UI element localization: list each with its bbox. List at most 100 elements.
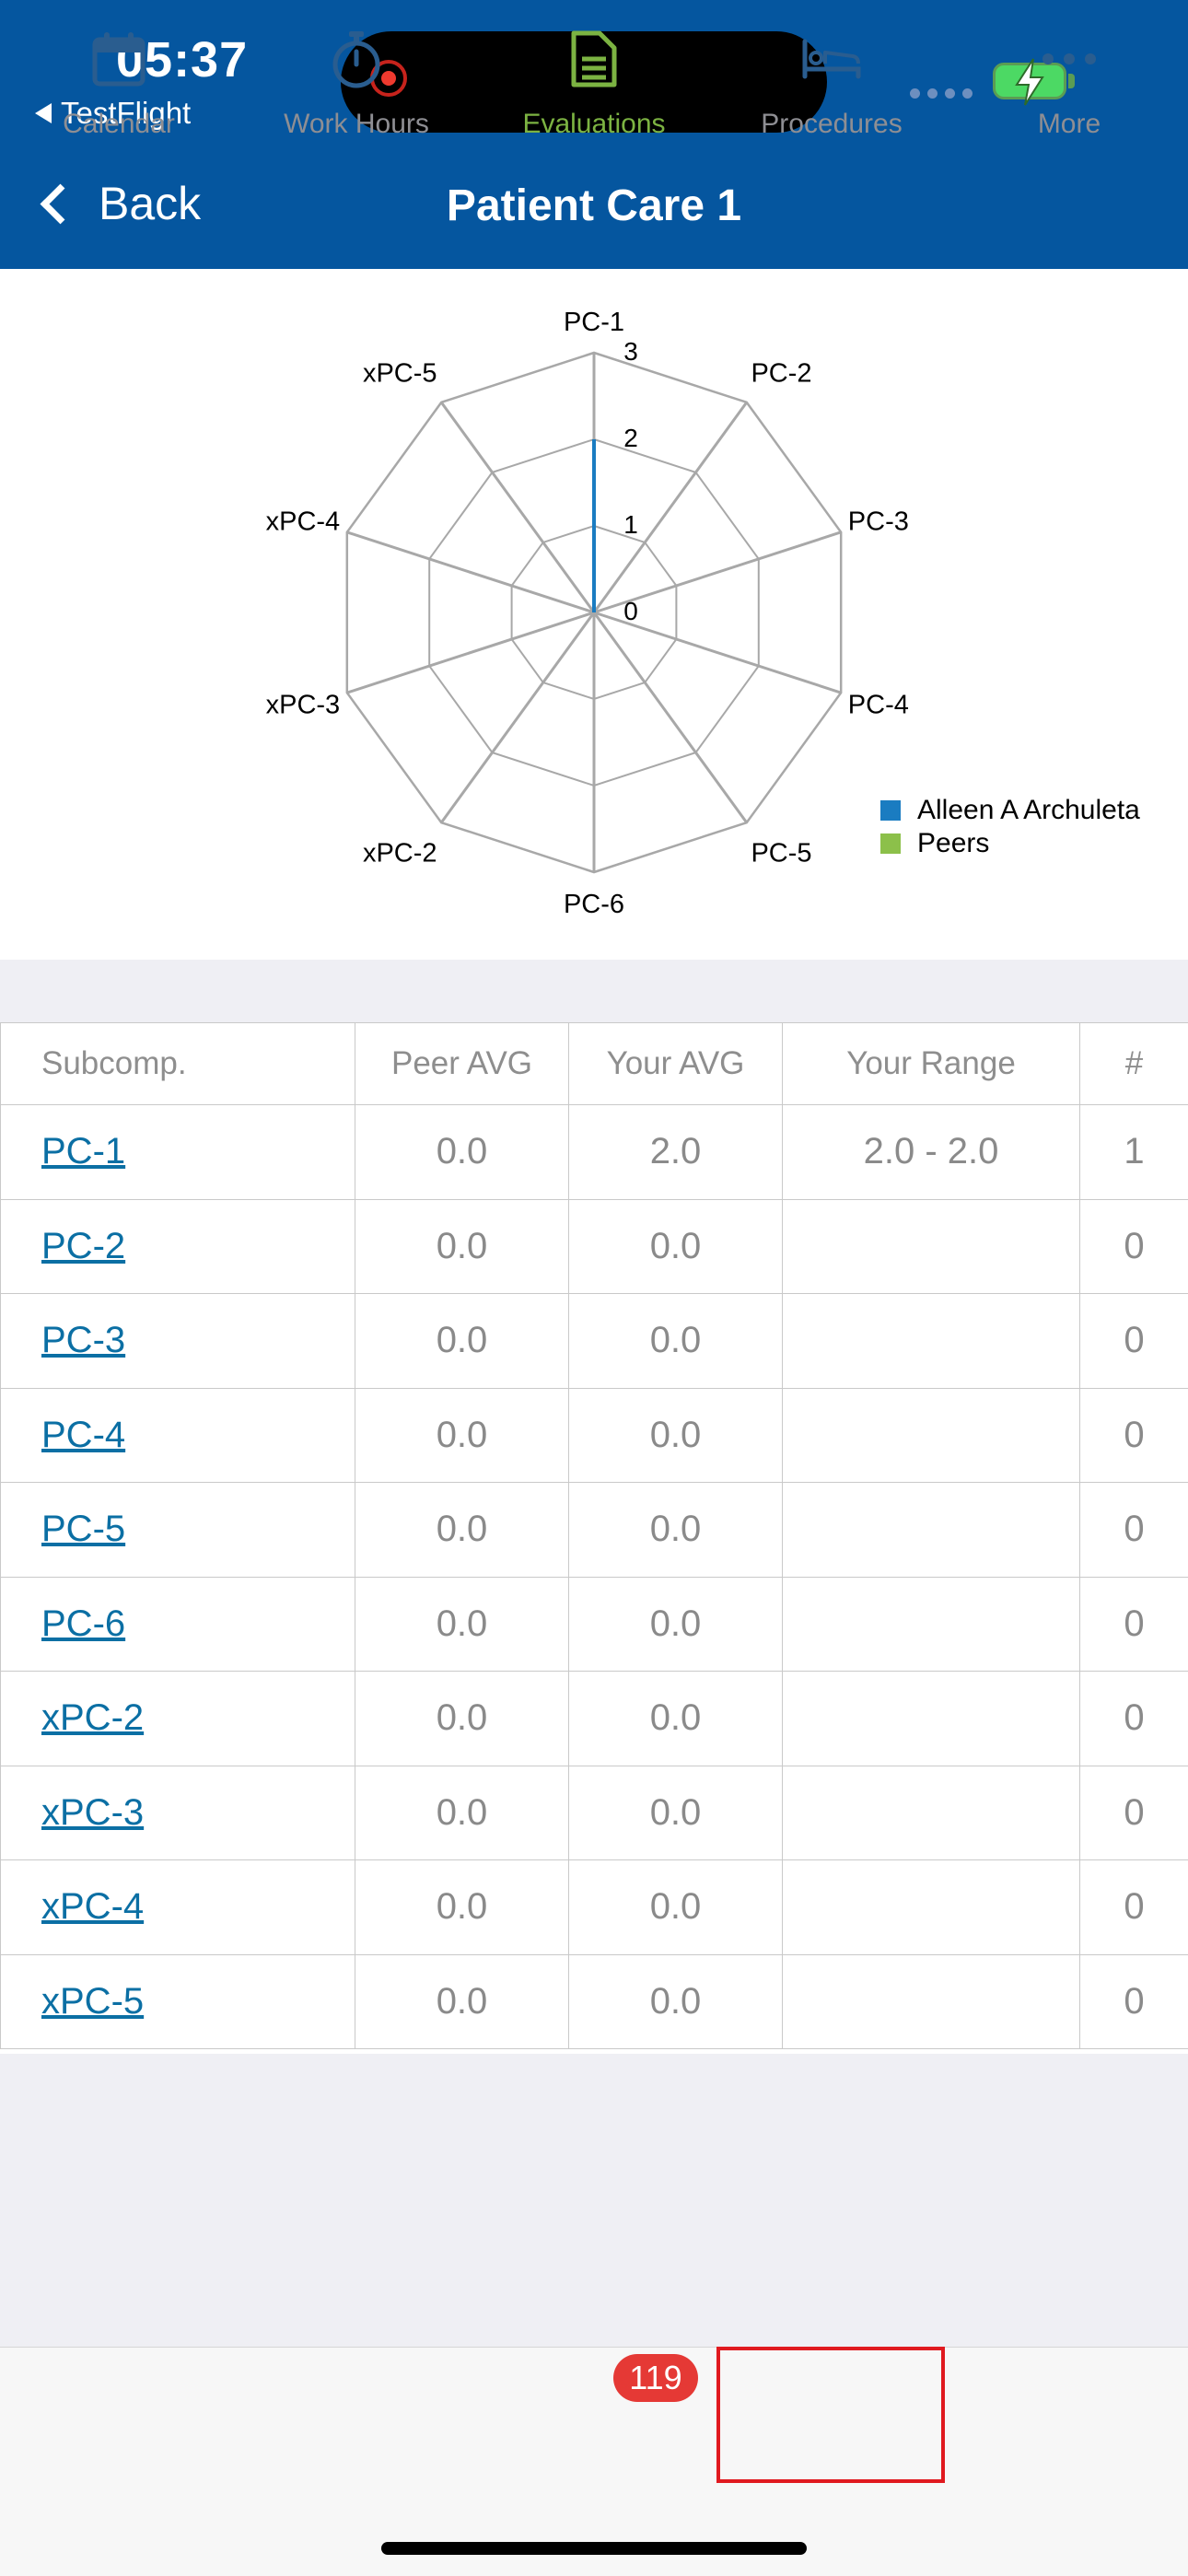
subcomp-link[interactable]: xPC-2 — [41, 1697, 144, 1738]
cell-subcomp: xPC-2 — [1, 1672, 355, 1766]
axis-label: PC-4 — [848, 691, 909, 720]
procedures-highlight-box — [716, 2347, 945, 2483]
cell-count: 0 — [1080, 1672, 1188, 1766]
cell-your-range — [783, 1954, 1080, 2049]
cell-your-avg: 0.0 — [569, 1766, 783, 1860]
cell-subcomp: PC-2 — [1, 1199, 355, 1294]
calendar-icon — [91, 30, 146, 87]
cell-your-range — [783, 1199, 1080, 1294]
scale-tick-label: 1 — [623, 510, 638, 539]
cell-subcomp: PC-6 — [1, 1577, 355, 1672]
cell-count: 0 — [1080, 1766, 1188, 1860]
cell-peer-avg: 0.0 — [355, 1483, 569, 1578]
home-indicator[interactable] — [381, 2542, 807, 2555]
legend-label-user: Alleen A Archuleta — [917, 795, 1140, 826]
cell-subcomp: PC-4 — [1, 1388, 355, 1483]
cell-your-avg: 0.0 — [569, 1577, 783, 1672]
cell-peer-avg: 0.0 — [355, 1860, 569, 1955]
scale-tick-label: 3 — [623, 337, 638, 366]
scale-tick-label: 2 — [623, 424, 638, 452]
cell-peer-avg: 0.0 — [355, 1105, 569, 1200]
tab-calendar[interactable]: Calendar — [0, 22, 238, 140]
subcomp-link[interactable]: PC-2 — [41, 1226, 125, 1266]
document-icon — [570, 29, 618, 88]
legend-label-peers: Peers — [917, 828, 989, 859]
evaluations-badge: 119 — [613, 2354, 698, 2402]
cell-your-avg: 0.0 — [569, 1294, 783, 1389]
cell-count: 0 — [1080, 1199, 1188, 1294]
axis-label: PC-1 — [564, 308, 624, 337]
cell-your-avg: 0.0 — [569, 1199, 783, 1294]
axis-label: xPC-5 — [363, 358, 437, 388]
header-peer-avg: Peer AVG — [355, 1023, 569, 1105]
tab-evaluations[interactable]: Evaluations — [475, 22, 713, 140]
tab-more[interactable]: More — [950, 22, 1188, 140]
cell-count: 0 — [1080, 1388, 1188, 1483]
subcomp-link[interactable]: PC-6 — [41, 1603, 125, 1644]
cell-your-range — [783, 1388, 1080, 1483]
grid-spoke — [594, 612, 747, 822]
header-count: # — [1080, 1023, 1188, 1105]
tab-more-label: More — [950, 109, 1188, 140]
subcomp-link[interactable]: PC-1 — [41, 1131, 125, 1171]
axis-label: PC-6 — [564, 890, 624, 919]
axis-label: xPC-3 — [266, 691, 341, 720]
cell-subcomp: PC-1 — [1, 1105, 355, 1200]
cell-your-range: 2.0 - 2.0 — [783, 1105, 1080, 1200]
header-your-range: Your Range — [783, 1023, 1080, 1105]
cell-subcomp: xPC-3 — [1, 1766, 355, 1860]
cell-your-avg: 0.0 — [569, 1860, 783, 1955]
cell-your-avg: 0.0 — [569, 1672, 783, 1766]
cell-subcomp: xPC-4 — [1, 1860, 355, 1955]
axis-label: PC-3 — [848, 507, 909, 536]
subcomp-link[interactable]: xPC-4 — [41, 1886, 144, 1927]
chart-legend: Alleen A Archuleta Peers — [880, 794, 1140, 860]
grid-spoke — [441, 612, 594, 822]
subcomp-link[interactable]: xPC-3 — [41, 1792, 144, 1833]
cell-peer-avg: 0.0 — [355, 1672, 569, 1766]
cell-subcomp: xPC-5 — [1, 1954, 355, 2049]
cell-your-avg: 0.0 — [569, 1954, 783, 2049]
bed-icon — [801, 36, 862, 82]
cell-count: 0 — [1080, 1577, 1188, 1672]
grid-spoke — [347, 612, 594, 693]
legend-item-user: Alleen A Archuleta — [880, 794, 1140, 827]
cell-peer-avg: 0.0 — [355, 1294, 569, 1389]
table-header-row: Subcomp. Peer AVG Your AVG Your Range # — [1, 1023, 1188, 1105]
tab-evaluations-label: Evaluations — [475, 109, 713, 140]
subcomp-link[interactable]: PC-5 — [41, 1509, 125, 1549]
stopwatch-icon — [329, 29, 384, 88]
cell-your-range — [783, 1766, 1080, 1860]
cell-count: 0 — [1080, 1860, 1188, 1955]
page-title: Patient Care 1 — [0, 181, 1188, 231]
cell-your-range — [783, 1577, 1080, 1672]
grid-spoke — [441, 402, 594, 612]
cell-count: 0 — [1080, 1954, 1188, 2049]
tab-work-hours[interactable]: Work Hours — [238, 22, 475, 140]
cell-count: 0 — [1080, 1483, 1188, 1578]
more-icon — [1041, 52, 1098, 66]
axis-label: PC-5 — [751, 839, 811, 868]
cell-subcomp: PC-5 — [1, 1483, 355, 1578]
cell-peer-avg: 0.0 — [355, 1577, 569, 1672]
subcomp-link[interactable]: xPC-5 — [41, 1981, 144, 2022]
subcomp-link[interactable]: PC-3 — [41, 1320, 125, 1360]
cell-peer-avg: 0.0 — [355, 1766, 569, 1860]
tab-procedures[interactable]: Procedures — [713, 22, 950, 140]
cell-subcomp: PC-3 — [1, 1294, 355, 1389]
tab-calendar-label: Calendar — [0, 109, 238, 140]
grid-spoke — [347, 532, 594, 612]
cell-your-range — [783, 1860, 1080, 1955]
tab-procedures-label: Procedures — [713, 109, 950, 140]
cell-your-range — [783, 1672, 1080, 1766]
subcomp-link[interactable]: PC-4 — [41, 1415, 125, 1455]
axis-label: xPC-2 — [363, 839, 437, 868]
